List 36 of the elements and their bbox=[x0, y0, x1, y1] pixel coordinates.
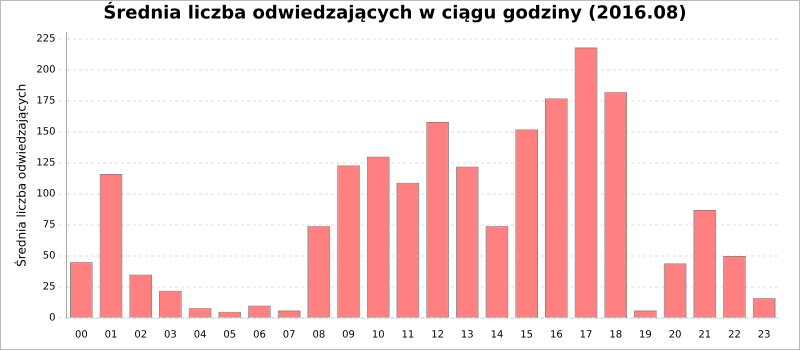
x-tick-label: 00 bbox=[74, 330, 88, 341]
y-tick-label: 200 bbox=[36, 64, 56, 76]
x-tick-label: 06 bbox=[253, 330, 266, 341]
y-tick-label: 0 bbox=[49, 312, 56, 324]
x-tick-label: 22 bbox=[728, 330, 741, 341]
x-tick-label: 20 bbox=[668, 330, 682, 341]
x-tick-label: 10 bbox=[372, 330, 385, 341]
x-tick-label: 18 bbox=[609, 330, 622, 341]
x-tick-label: 07 bbox=[282, 330, 296, 341]
x-tick-label: 03 bbox=[164, 330, 177, 341]
x-tick-label: 15 bbox=[520, 330, 534, 341]
x-tick-label: 21 bbox=[698, 330, 712, 341]
y-tick-label: 125 bbox=[36, 157, 56, 168]
y-tick-label: 225 bbox=[36, 33, 56, 44]
x-tick-label: 17 bbox=[580, 330, 592, 341]
y-tick-label: 75 bbox=[42, 220, 56, 231]
x-tick-label: 13 bbox=[460, 330, 474, 341]
chart-title: Średnia liczba odwiedzających w ciągu godziny (2016.08) bbox=[103, 1, 687, 24]
x-tick-label: 12 bbox=[431, 330, 444, 341]
y-tick-label: 100 bbox=[36, 188, 56, 200]
x-tick-label: 09 bbox=[342, 330, 355, 341]
x-tick-label: 05 bbox=[223, 330, 236, 341]
x-tick-label: 02 bbox=[134, 330, 148, 341]
x-tick-label: 04 bbox=[194, 330, 206, 341]
y-tick-label: 25 bbox=[42, 282, 56, 293]
x-tick-label: 14 bbox=[490, 330, 504, 341]
y-tick-label: 175 bbox=[36, 95, 56, 106]
y-tick-label: 150 bbox=[36, 126, 56, 138]
x-tick-label: 19 bbox=[639, 330, 652, 341]
x-tick-label: 08 bbox=[312, 330, 326, 341]
y-axis-title: Średnia liczba odwiedzających bbox=[13, 84, 28, 267]
y-tick-label: 50 bbox=[42, 250, 56, 262]
x-tick-label: 01 bbox=[104, 330, 118, 341]
x-tick-label: 11 bbox=[402, 330, 414, 341]
x-tick-label: 16 bbox=[550, 330, 563, 341]
x-tick-label: 23 bbox=[758, 330, 771, 341]
